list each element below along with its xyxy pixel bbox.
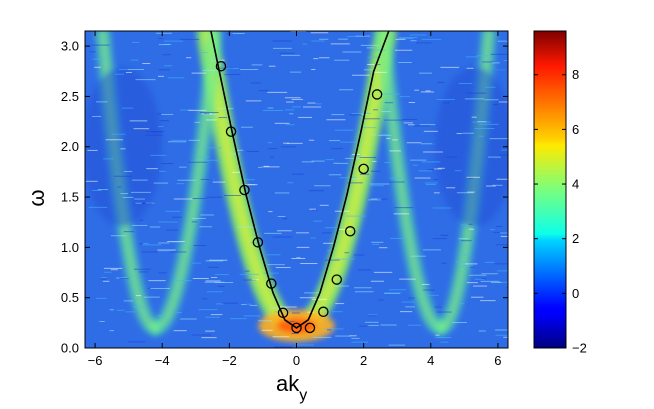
y-tick-label: 0.5 (61, 290, 79, 305)
intensity-band (380, 31, 445, 332)
colorbar-tick-label: −2 (572, 341, 587, 356)
y-tick-label: 1.0 (61, 240, 79, 255)
x-tick-label: −4 (155, 353, 170, 368)
x-axis-label-subscript: y (299, 387, 307, 404)
x-tick-label: −6 (88, 353, 103, 368)
data-point-marker (215, 60, 227, 72)
colorbar-tick-label: 2 (572, 231, 579, 246)
heatmap-image (85, 31, 508, 348)
data-point-marker (358, 163, 369, 175)
intensity-band (152, 31, 219, 332)
data-markers (215, 60, 383, 334)
data-point-marker (304, 322, 316, 334)
data-point-marker (239, 184, 250, 196)
x-axis-label-main: ak (276, 371, 300, 396)
intensity-low-patch (434, 66, 508, 227)
colorbar-tick-label: 8 (572, 67, 579, 82)
data-point-marker (331, 274, 343, 285)
y-axis-ticks: 0.0 0.5 1.0 1.5 2.0 2.5 3.0 (61, 39, 508, 356)
x-tick-label: 0 (293, 353, 300, 368)
y-tick-label: 1.5 (61, 190, 79, 205)
x-tick-label: 2 (360, 353, 367, 368)
data-point-marker (277, 307, 289, 319)
y-tick-label: 2.0 (61, 139, 79, 154)
data-point-marker (225, 126, 237, 137)
heatmap-noise-streaks (85, 31, 508, 348)
y-tick-label: 0.0 (61, 341, 79, 356)
y-tick-label: 3.0 (61, 39, 79, 54)
x-axis-ticks: −6 −4 −2 0 2 4 6 (88, 31, 502, 368)
data-point-marker (252, 237, 264, 248)
x-tick-label: 4 (427, 353, 434, 368)
data-point-marker (371, 89, 383, 100)
dispersion-fit-curve (210, 31, 390, 329)
intensity-low-patch (85, 66, 162, 227)
y-tick-label: 2.5 (61, 89, 79, 104)
data-point-marker (291, 322, 302, 334)
x-axis-label: aky (276, 371, 307, 404)
colorbar (533, 30, 567, 349)
data-point-marker (266, 278, 277, 289)
x-tick-label: −2 (222, 353, 237, 368)
colorbar-tick-label: 4 (572, 177, 579, 192)
colorbar-tick-label: 0 (572, 286, 579, 301)
y-axis-label: ω (24, 189, 49, 206)
data-point-marker (318, 306, 329, 318)
data-point-marker (344, 226, 356, 237)
colorbar-ticks: −2 0 2 4 6 8 (534, 67, 587, 356)
x-tick-label: 6 (494, 353, 501, 368)
colorbar-tick-label: 6 (572, 122, 579, 137)
intensity-hotspot-core (276, 317, 317, 334)
